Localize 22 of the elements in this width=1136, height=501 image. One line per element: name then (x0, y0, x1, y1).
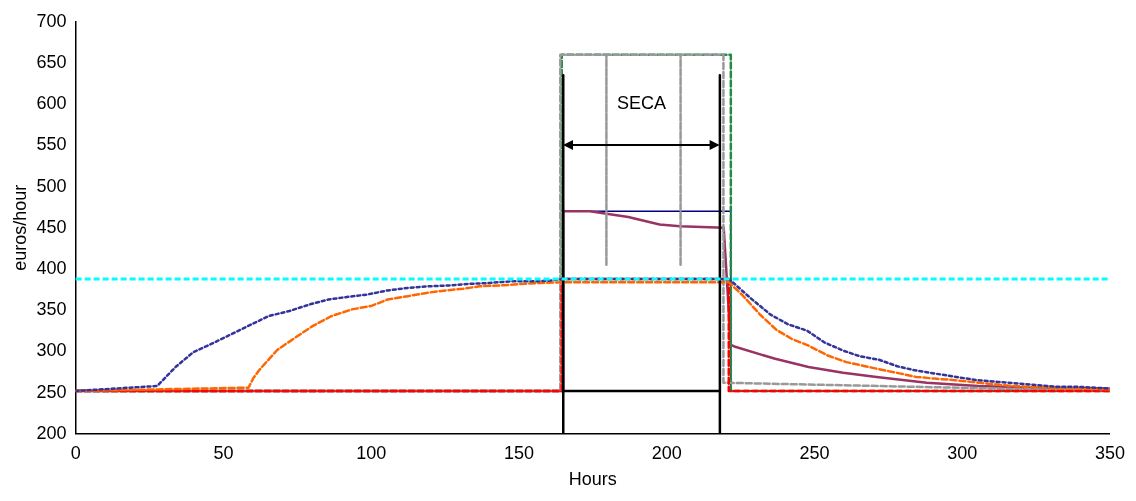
y-tick-label: 200 (36, 422, 67, 443)
x-tick-label: 200 (651, 442, 682, 463)
y-axis-title: euros/hour (9, 184, 30, 271)
x-axis-title: Hours (568, 469, 617, 490)
x-tick-label: 250 (799, 442, 830, 463)
y-tick-label: 250 (36, 381, 67, 402)
annotation: SECA (617, 93, 667, 114)
y-tick-label: 700 (36, 10, 67, 31)
y-tick-label: 600 (36, 93, 67, 114)
y-tick-label: 400 (36, 257, 67, 278)
y-tick-label: 650 (36, 51, 67, 72)
x-tick-label: 50 (213, 442, 234, 463)
x-tick-label: 150 (503, 442, 534, 463)
x-tick-label: 100 (356, 442, 387, 463)
y-tick-label: 500 (36, 175, 67, 196)
x-tick-label: 300 (947, 442, 978, 463)
x-tick-label: 0 (70, 442, 81, 463)
y-tick-label: 450 (36, 216, 67, 237)
y-tick-label: 350 (36, 299, 67, 320)
x-tick-label: 350 (1094, 442, 1126, 463)
y-tick-label: 300 (36, 340, 67, 361)
y-tick-label: 550 (36, 134, 67, 155)
